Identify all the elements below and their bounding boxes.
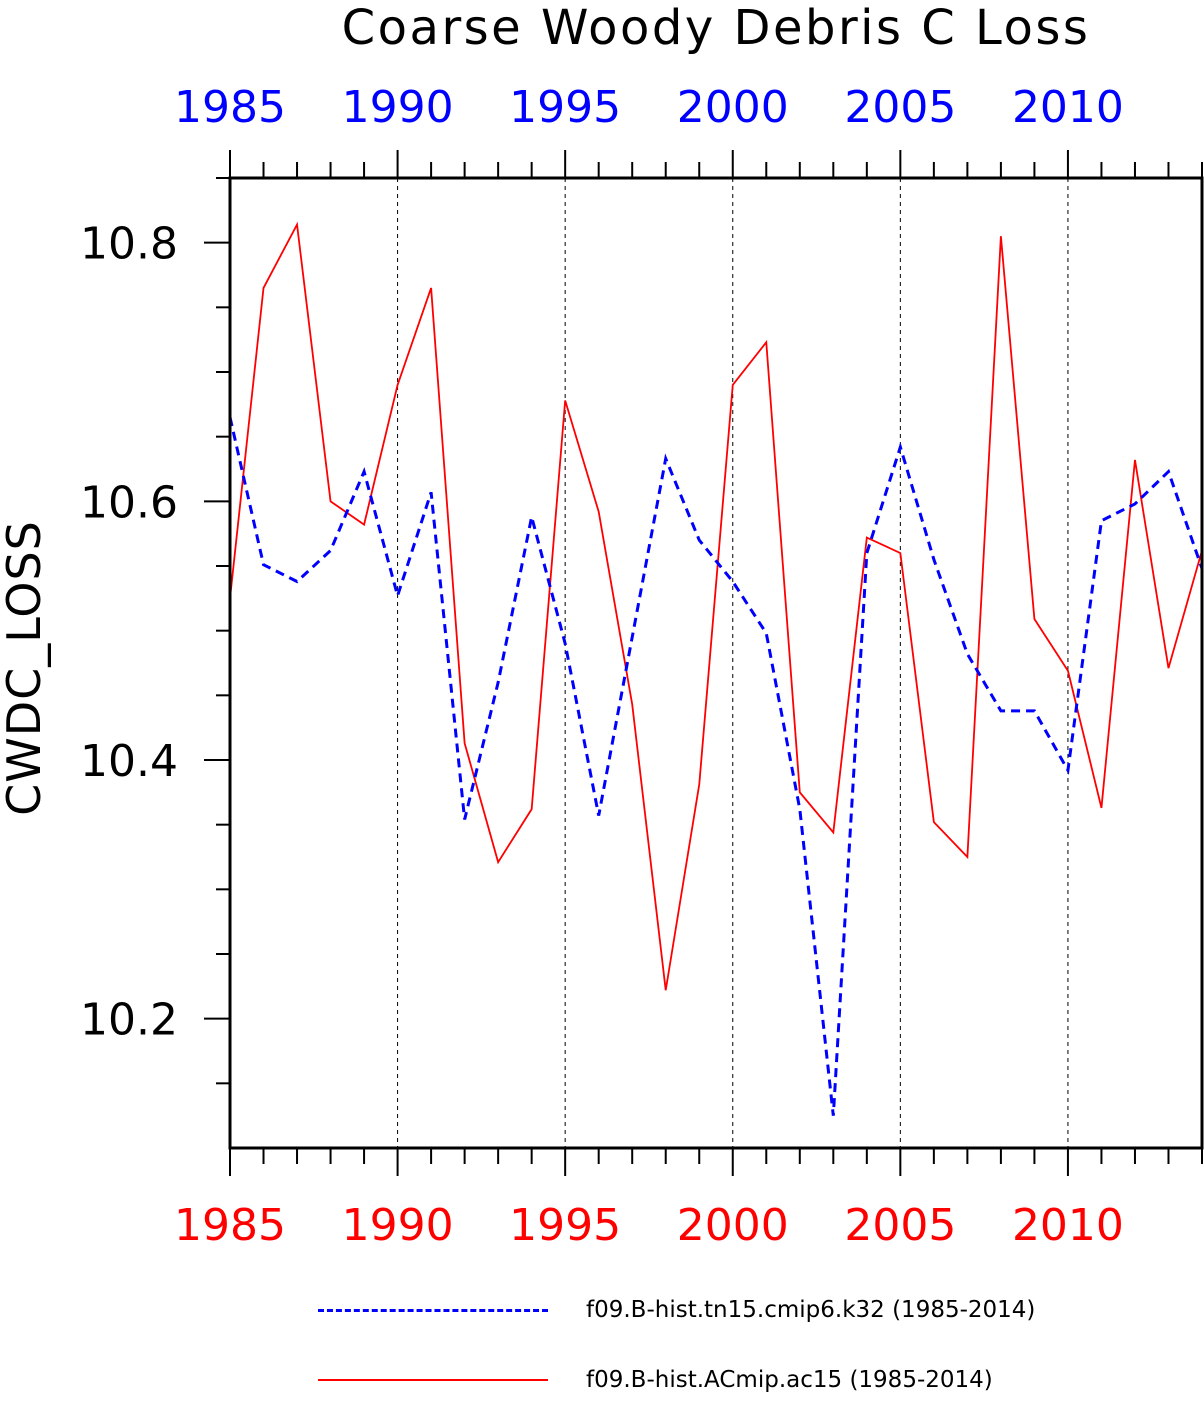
x-tick-label-top-2000: 2000 [677, 82, 789, 133]
legend: f09.B-hist.tn15.cmip6.k32 (1985-2014) f0… [318, 1290, 1178, 1400]
chart-title: Coarse Woody Debris C Loss [342, 0, 1091, 56]
legend-swatch-solid-red [318, 1379, 548, 1381]
y-tick-label-10.4: 10.4 [80, 736, 178, 787]
x-tick-label-bottom-2000: 2000 [677, 1200, 789, 1251]
grid-lines [397, 178, 1069, 1148]
x-tick-label-top-1995: 1995 [509, 82, 621, 133]
series-line-1 [230, 416, 1202, 1116]
x-tick-label-bottom-2005: 2005 [844, 1200, 956, 1251]
legend-entry-1: f09.B-hist.tn15.cmip6.k32 (1985-2014) [318, 1290, 1178, 1330]
x-tick-label-top-1985: 1985 [174, 82, 286, 133]
legend-label-2: f09.B-hist.ACmip.ac15 (1985-2014) [586, 1367, 993, 1393]
x-tick-label-bottom-1995: 1995 [509, 1200, 621, 1251]
series-line-2 [230, 221, 1202, 991]
x-tick-label-bottom-1985: 1985 [174, 1200, 286, 1251]
x-tick-label-bottom-1990: 1990 [342, 1200, 454, 1251]
x-tick-label-top-2010: 2010 [1012, 82, 1124, 133]
axis-ticks [204, 150, 1203, 1176]
series-layer [230, 221, 1202, 1116]
x-tick-label-top-1990: 1990 [342, 82, 454, 133]
x-tick-label-top-2005: 2005 [844, 82, 956, 133]
legend-label-1: f09.B-hist.tn15.cmip6.k32 (1985-2014) [586, 1297, 1036, 1323]
plot-frame [228, 176, 1204, 1150]
legend-swatch-dashed-blue [318, 1309, 548, 1312]
y-tick-label-10.2: 10.2 [80, 995, 178, 1046]
y-axis-label: CWDC_LOSS [0, 520, 51, 816]
x-tick-label-bottom-2010: 2010 [1012, 1200, 1124, 1251]
legend-entry-2: f09.B-hist.ACmip.ac15 (1985-2014) [318, 1360, 1178, 1400]
y-tick-label-10.8: 10.8 [80, 219, 178, 270]
tick-labels: 1985 1985 1990 1990 1995 1995 2000 2000 2005 2005… [80, 82, 1124, 1251]
y-tick-label-10.6: 10.6 [80, 477, 178, 528]
